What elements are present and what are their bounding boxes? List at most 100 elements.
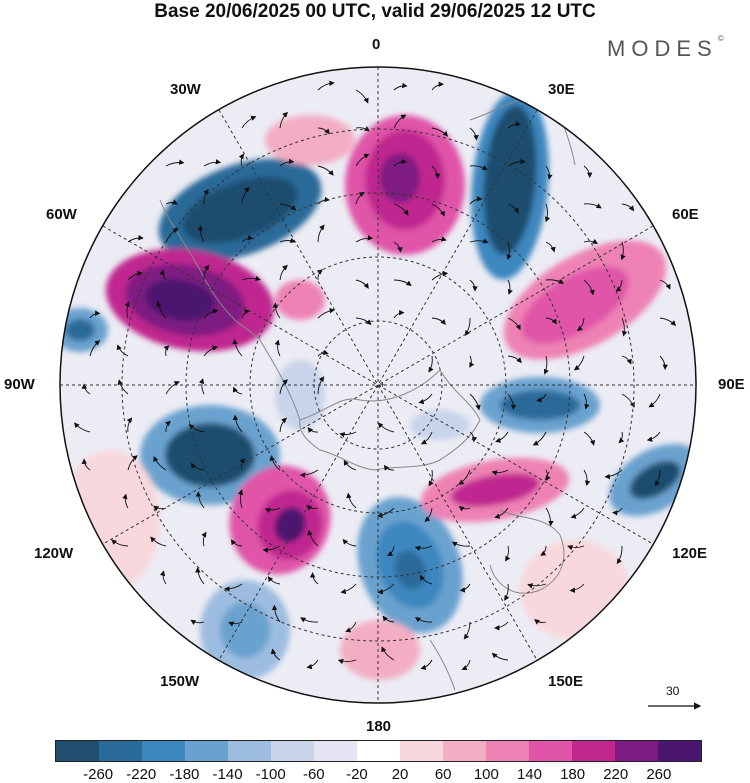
wind-arrow (383, 464, 395, 471)
colorbar-tick-label: -100 (255, 766, 286, 783)
wind-arrow (117, 379, 129, 395)
wind-arrow (393, 82, 408, 91)
anomaly-contour (145, 279, 215, 321)
antarctica-coast (299, 369, 481, 471)
wind-arrow (491, 469, 509, 476)
wind-arrow (469, 393, 481, 411)
wind-arrow (190, 463, 205, 471)
wind-arrow (271, 604, 281, 623)
wind-arrow (573, 355, 585, 371)
wind-arrow (620, 241, 626, 261)
wind-arrow (307, 427, 319, 434)
wind-arrow (377, 422, 395, 433)
new-zealand-coast (429, 639, 456, 691)
wind-arrow (583, 393, 590, 410)
colorbar-swatch (486, 741, 529, 761)
anomaly-contour (410, 410, 470, 440)
anomaly-contour (340, 620, 420, 680)
anomaly-contour (275, 280, 325, 320)
colorbar-swatch (357, 741, 400, 761)
wind-arrow (267, 576, 281, 585)
wind-arrow (203, 308, 219, 319)
wind-arrow (127, 455, 138, 471)
wind-arrow (545, 241, 556, 253)
wind-arrow (583, 203, 602, 209)
wind-arrow (309, 572, 319, 585)
wind-arrow (230, 539, 243, 547)
wind-arrow (545, 165, 553, 180)
anomaly-contour (521, 266, 629, 344)
lon-label-150w: 150W (160, 673, 200, 690)
wind-arrow (540, 545, 547, 556)
colorbar-tick-label: -220 (126, 766, 157, 783)
wind-arrow (570, 507, 585, 519)
wind-arrow (646, 431, 661, 442)
wind-arrow (355, 235, 374, 243)
wind-arrow (534, 619, 547, 625)
wind-arrow (195, 567, 205, 585)
wind-arrow (111, 539, 129, 547)
wind-arrow (224, 583, 243, 592)
wind-arrow (420, 659, 433, 670)
colorbar-tick-label: -180 (169, 766, 200, 783)
wind-arrow (377, 583, 395, 595)
wind-arrow (89, 310, 101, 319)
wind-arrow (381, 646, 395, 661)
wind-arrow (197, 225, 205, 243)
wind-arrow (387, 545, 395, 557)
wind-arrow (241, 115, 257, 129)
lon-label-30w: 30W (170, 81, 201, 98)
wind-arrow (414, 616, 433, 623)
wind-arrow (604, 469, 623, 480)
wind-arrow (116, 344, 129, 357)
wind-arrow (339, 431, 357, 438)
wind-arrow (126, 417, 133, 433)
wind-arrow (300, 617, 319, 623)
anomaly-contour (265, 115, 355, 165)
wind-arrow (431, 127, 449, 137)
colorbar-tick-label: 60 (434, 766, 452, 783)
wind-arrow (464, 317, 471, 336)
wind-arrow (307, 529, 319, 547)
wind-arrow (469, 279, 478, 292)
lon-label-60e: 60E (672, 206, 699, 223)
australia-coast (489, 509, 565, 594)
anomaly-field: + (60, 67, 696, 703)
lon-label-120w: 120W (34, 545, 74, 562)
wind-arrow (615, 279, 623, 292)
wind-arrow (190, 619, 205, 625)
wind-arrow (274, 339, 281, 357)
wind-arrow (654, 469, 661, 487)
wind-arrow (317, 127, 330, 135)
anomaly-contour (394, 550, 426, 590)
wind-arrow (507, 279, 513, 295)
anomaly-contour (274, 507, 306, 543)
wind-arrow (469, 238, 489, 244)
wind-arrow (459, 583, 471, 593)
wind-arrow (232, 338, 243, 357)
lon-label-30e: 30E (548, 81, 575, 98)
wind-arrow (621, 355, 632, 365)
colorbar (55, 740, 702, 762)
wind-arrow (507, 355, 522, 364)
wind-arrow (583, 165, 593, 179)
wind-arrow (159, 269, 167, 281)
wind-arrow (577, 317, 585, 332)
wind-arrow (345, 621, 357, 633)
wind-arrow (355, 126, 370, 132)
colorbar-swatch (443, 741, 486, 761)
colorbar-tick-label: -140 (212, 766, 243, 783)
wind-arrow (545, 469, 551, 481)
lon-label-90e: 90E (718, 376, 745, 393)
wind-arrow (203, 159, 222, 167)
wind-arrow (279, 379, 289, 395)
wind-arrow (279, 417, 287, 433)
wind-arrow (355, 89, 369, 104)
wind-arrow (583, 238, 599, 244)
colorbar-swatch (529, 741, 572, 761)
wind-arrow (317, 224, 325, 243)
wind-arrow (232, 414, 243, 433)
wind-arrow (241, 309, 250, 319)
wind-arrow (659, 279, 671, 290)
wind-arrow (343, 459, 357, 471)
